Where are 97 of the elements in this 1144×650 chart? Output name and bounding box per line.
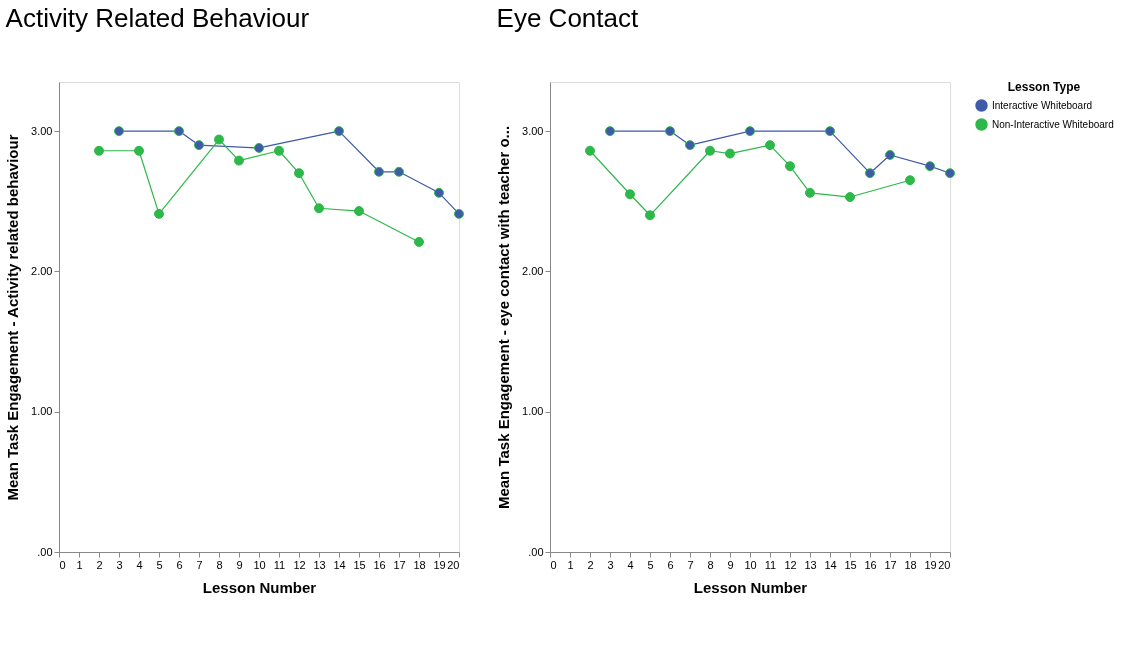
x-tick-label: 14 bbox=[333, 558, 346, 571]
x-tick-label: 4 bbox=[136, 558, 143, 571]
x-tick-label: 6 bbox=[176, 558, 183, 571]
x-tick-label: 4 bbox=[627, 558, 634, 571]
x-tick-label: 8 bbox=[707, 558, 714, 571]
x-tick-label: 19 bbox=[433, 558, 446, 571]
x-tick-label: 11 bbox=[273, 558, 286, 571]
point bbox=[314, 203, 324, 214]
y-tick-label: .00 bbox=[528, 545, 544, 558]
x-tick-label: 0 bbox=[550, 558, 557, 571]
x-tick-label: 7 bbox=[196, 558, 203, 571]
point bbox=[885, 149, 895, 160]
y-tick-label: 1.00 bbox=[31, 405, 53, 418]
point bbox=[645, 210, 655, 221]
x-tick-label: 13 bbox=[313, 558, 326, 571]
y-axis-title: Mean Task Engagement - Activity related behaviour bbox=[4, 134, 22, 501]
x-tick-label: 9 bbox=[236, 558, 243, 571]
point bbox=[765, 140, 775, 151]
y-axis-title: Mean Task Engagement - eye contact with teacher o... bbox=[495, 125, 513, 510]
x-axis-title: Lesson Number bbox=[202, 578, 317, 596]
x-tick-label: 16 bbox=[864, 558, 877, 571]
point bbox=[374, 166, 384, 177]
x-tick-label: 16 bbox=[373, 558, 386, 571]
y-tick-label: 1.00 bbox=[522, 405, 544, 418]
point bbox=[605, 126, 615, 137]
point bbox=[274, 145, 284, 156]
y-tick-label: 3.00 bbox=[522, 124, 544, 137]
point bbox=[174, 126, 184, 137]
x-tick-label: 17 bbox=[393, 558, 406, 571]
x-tick-label: 6 bbox=[667, 558, 674, 571]
point bbox=[745, 126, 755, 137]
point bbox=[945, 168, 955, 179]
x-tick-label: 2 bbox=[587, 558, 594, 571]
point bbox=[134, 145, 144, 156]
x-tick-label: 3 bbox=[607, 558, 614, 571]
x-tick-label: 1 bbox=[76, 558, 83, 571]
point bbox=[845, 192, 855, 203]
x-tick-label: 3 bbox=[116, 558, 123, 571]
y-tick-label: 3.00 bbox=[31, 124, 53, 137]
x-tick-label: 20 bbox=[447, 558, 460, 571]
point bbox=[805, 187, 815, 198]
point bbox=[334, 126, 344, 137]
point bbox=[785, 161, 795, 172]
x-tick-label: 5 bbox=[647, 558, 654, 571]
point bbox=[585, 145, 595, 156]
x-tick-label: 11 bbox=[764, 558, 777, 571]
point bbox=[705, 145, 715, 156]
x-tick-label: 20 bbox=[938, 558, 951, 571]
x-axis-title: Lesson Number bbox=[693, 578, 808, 596]
point bbox=[214, 134, 224, 145]
point bbox=[665, 126, 675, 137]
point bbox=[294, 168, 304, 179]
x-tick-label: 7 bbox=[687, 558, 694, 571]
x-tick-label: 0 bbox=[59, 558, 66, 571]
y-tick-label: .00 bbox=[37, 545, 53, 558]
x-tick-label: 15 bbox=[353, 558, 366, 571]
x-tick-label: 13 bbox=[804, 558, 817, 571]
x-tick-label: 15 bbox=[844, 558, 857, 571]
point bbox=[625, 189, 635, 200]
x-tick-label: 19 bbox=[924, 558, 937, 571]
point bbox=[454, 208, 464, 219]
point bbox=[825, 126, 835, 137]
point bbox=[94, 145, 104, 156]
point bbox=[154, 208, 164, 219]
x-tick-label: 18 bbox=[904, 558, 917, 571]
y-tick-label: 2.00 bbox=[522, 264, 544, 277]
legend-title: Lesson Type bbox=[1007, 80, 1081, 94]
chart-title: Eye Contact bbox=[496, 3, 639, 33]
point bbox=[925, 161, 935, 172]
legend-label: Interactive Whiteboard bbox=[992, 99, 1093, 111]
point bbox=[194, 140, 204, 151]
x-tick-label: 14 bbox=[824, 558, 837, 571]
point bbox=[865, 168, 875, 179]
point bbox=[114, 126, 124, 137]
point bbox=[254, 142, 264, 153]
x-tick-label: 8 bbox=[216, 558, 223, 571]
y-tick-label: 2.00 bbox=[31, 264, 53, 277]
x-tick-label: 9 bbox=[727, 558, 734, 571]
x-tick-label: 12 bbox=[293, 558, 306, 571]
point bbox=[354, 206, 364, 217]
chart-title: Activity Related Behaviour bbox=[5, 3, 310, 33]
point bbox=[685, 140, 695, 151]
x-tick-label: 18 bbox=[413, 558, 426, 571]
legend-label: Non-Interactive Whiteboard bbox=[992, 118, 1114, 130]
point bbox=[725, 148, 735, 159]
point bbox=[234, 155, 244, 166]
x-tick-label: 10 bbox=[744, 558, 757, 571]
x-tick-label: 12 bbox=[784, 558, 797, 571]
x-tick-label: 1 bbox=[567, 558, 574, 571]
x-tick-label: 17 bbox=[884, 558, 897, 571]
x-tick-label: 5 bbox=[156, 558, 163, 571]
point bbox=[905, 175, 915, 186]
point bbox=[434, 187, 444, 198]
x-tick-label: 2 bbox=[96, 558, 103, 571]
point bbox=[394, 166, 404, 177]
x-tick-label: 10 bbox=[253, 558, 266, 571]
point bbox=[414, 236, 424, 247]
